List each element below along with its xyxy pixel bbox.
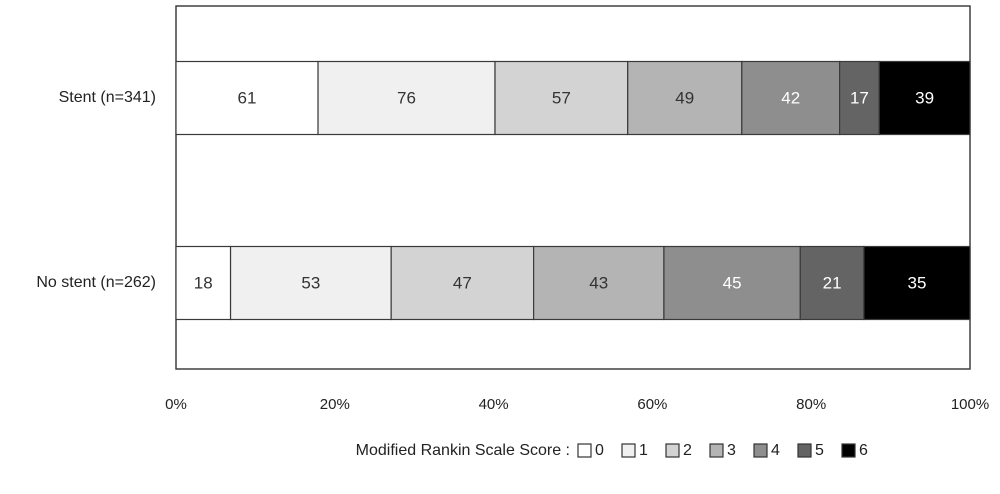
bar-value-label: 76 <box>397 88 416 107</box>
bar-value-label: 57 <box>552 88 571 107</box>
bar-value-label: 42 <box>781 88 800 107</box>
x-tick-label: 40% <box>479 396 509 413</box>
bar-segment-row1-score1 <box>229 245 392 321</box>
legend-swatch <box>753 443 768 458</box>
legend-swatch <box>577 443 592 458</box>
legend-title: Modified Rankin Scale Score : <box>356 442 570 459</box>
bars-group: 61 76 57 49 42 17 39 18 53 47 43 45 21 35 <box>175 60 971 321</box>
category-labels: Stent (n=341) No stent (n=262) <box>36 89 156 291</box>
x-tick-label: 80% <box>796 396 826 413</box>
legend: Modified Rankin Scale Score : 0 1 2 3 4 5 6 <box>356 442 868 459</box>
x-axis-ticks: 0% 20% 40% 60% 80% 100% <box>165 396 989 413</box>
category-label: No stent (n=262) <box>36 274 156 291</box>
legend-label: 1 <box>639 442 648 459</box>
legend-swatch <box>709 443 724 458</box>
bar-value-label: 17 <box>850 88 869 107</box>
x-tick-label: 100% <box>951 396 989 413</box>
category-label: Stent (n=341) <box>59 89 156 106</box>
legend-label: 3 <box>727 442 736 459</box>
legend-label: 5 <box>815 442 824 459</box>
bar-value-label: 61 <box>238 88 257 107</box>
bar-value-label: 21 <box>823 273 842 292</box>
bar-segment-row0-score6 <box>878 60 971 136</box>
bar-segment-row1-score3 <box>532 245 665 321</box>
x-tick-label: 60% <box>637 396 667 413</box>
bar-value-label: 45 <box>723 273 742 292</box>
bar-value-label: 53 <box>301 273 320 292</box>
legend-label: 4 <box>771 442 780 459</box>
bar-segment-row0-score1 <box>317 60 496 136</box>
bar-segment-row1-score5 <box>799 245 865 321</box>
bar-value-label: 35 <box>908 273 927 292</box>
legend-swatch <box>797 443 812 458</box>
legend-label: 6 <box>859 442 868 459</box>
bar-segment-row0-score5 <box>839 60 880 136</box>
bar-segment-row1-score6 <box>863 245 971 321</box>
bar-value-label: 18 <box>194 273 213 292</box>
bar-segment-row0-score0 <box>175 60 319 136</box>
bar-segment-row1-score2 <box>390 245 535 321</box>
bar-value-label: 49 <box>675 88 694 107</box>
bar-segment-row1-score0 <box>175 245 232 321</box>
legend-label: 0 <box>595 442 604 459</box>
bar-value-label: 43 <box>589 273 608 292</box>
legend-swatch <box>621 443 636 458</box>
plot-area <box>175 5 971 370</box>
bar-segment-row0-score4 <box>741 60 841 136</box>
x-tick-label: 20% <box>320 396 350 413</box>
bar-segment-row0-score3 <box>627 60 743 136</box>
legend-swatch <box>665 443 680 458</box>
bar-value-label: 39 <box>915 88 934 107</box>
x-tick-label: 0% <box>165 396 187 413</box>
bar-value-label: 47 <box>453 273 472 292</box>
bar-segment-row1-score4 <box>663 245 801 321</box>
legend-swatch <box>841 443 856 458</box>
legend-label: 2 <box>683 442 692 459</box>
